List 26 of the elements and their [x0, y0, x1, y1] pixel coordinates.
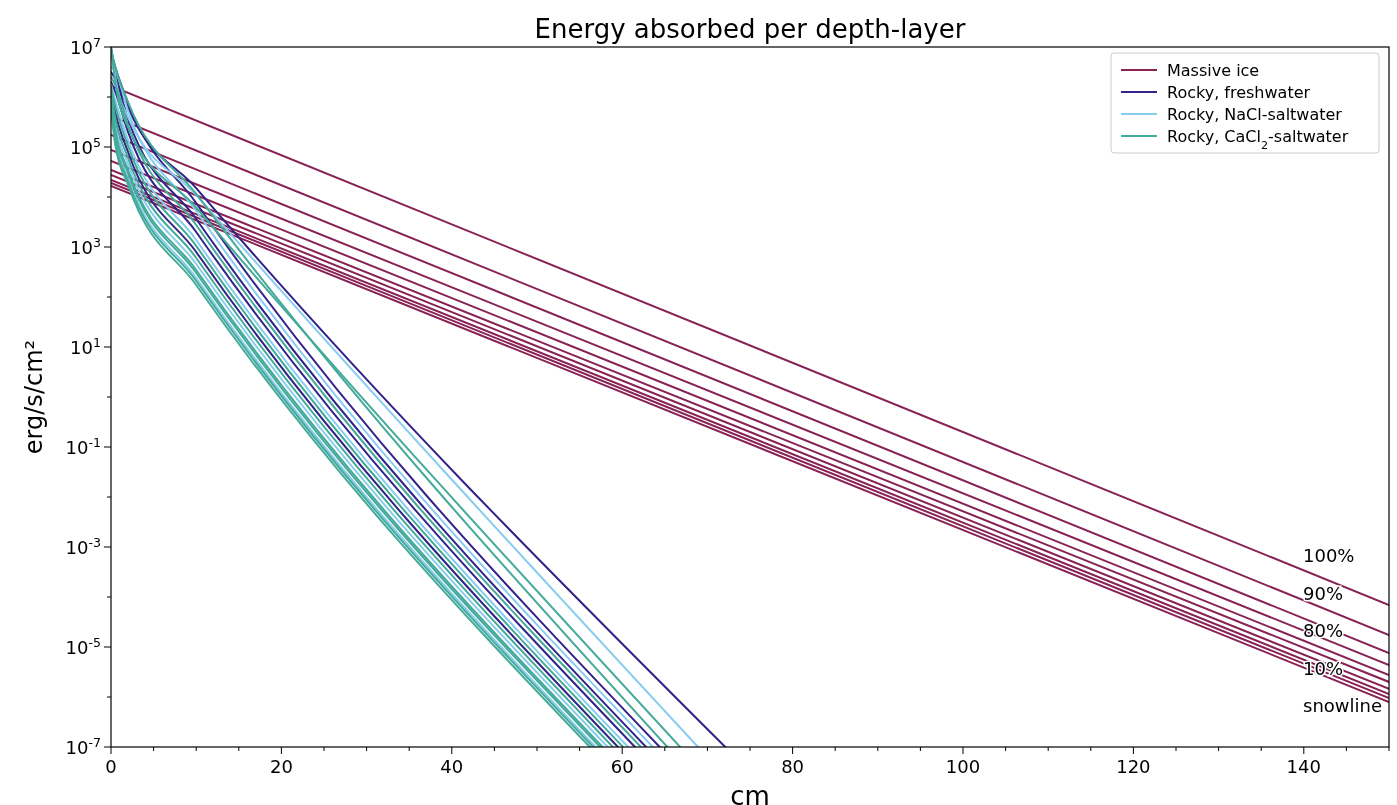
- y-tick-label: 10$^{1}$: [70, 334, 101, 358]
- y-axis-title: erg/s/cm²: [20, 339, 48, 455]
- legend-label: Massive ice: [1167, 61, 1260, 80]
- y-tick-label: 10$^{-1}$: [65, 434, 101, 458]
- x-tick-label: 40: [440, 756, 464, 777]
- x-tick-label: 120: [1116, 756, 1151, 777]
- x-tick-label: 0: [105, 756, 117, 777]
- x-axis-title: cm: [730, 781, 770, 805]
- x-tick-label: 140: [1286, 756, 1321, 777]
- chart-title: Energy absorbed per depth-layer: [534, 14, 966, 44]
- y-tick-label: 10$^{-7}$: [65, 734, 101, 758]
- x-tick-label: 80: [781, 756, 805, 777]
- y-tick-label: 10$^{-3}$: [65, 534, 101, 558]
- legend-label: Rocky, NaCl-saltwater: [1167, 105, 1343, 124]
- annotation: 90%: [1303, 582, 1344, 604]
- annotation: 100%: [1303, 545, 1355, 566]
- x-tick-label: 20: [269, 756, 293, 777]
- y-tick-label: 10$^{3}$: [70, 234, 101, 258]
- y-tick-label: 10$^{-5}$: [65, 634, 101, 658]
- legend-label: Rocky, freshwater: [1167, 83, 1311, 102]
- x-tick-label: 100: [945, 756, 981, 777]
- legend-label: Rocky, CaCl$_{2}$-saltwater: [1167, 127, 1349, 152]
- x-tick-label: 60: [610, 756, 634, 777]
- y-tick-label: 10$^{5}$: [70, 134, 101, 158]
- annotation: snowline: [1303, 695, 1383, 716]
- y-tick-label: 10$^{7}$: [70, 34, 101, 58]
